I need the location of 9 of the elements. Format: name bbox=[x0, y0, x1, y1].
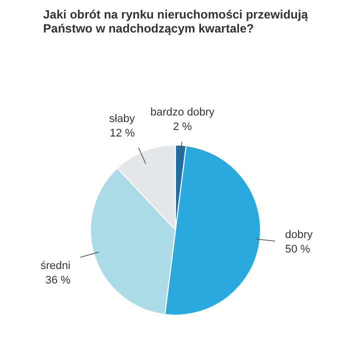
slice-label: bardzo dobry bbox=[150, 106, 216, 118]
data-label: 2 % bbox=[172, 120, 192, 133]
slice-label: słaby bbox=[109, 113, 136, 126]
slice-label: dobry bbox=[285, 229, 314, 242]
chart-title: Jaki obrót na rynku nieruchomości przewidują Państwo w nadchodzącym kwartale? bbox=[43, 8, 308, 36]
data-label: 36 % bbox=[45, 274, 71, 287]
data-label: 50 % bbox=[285, 243, 310, 256]
slice-label: średni bbox=[40, 260, 70, 272]
data-label: 12 % bbox=[110, 127, 136, 140]
